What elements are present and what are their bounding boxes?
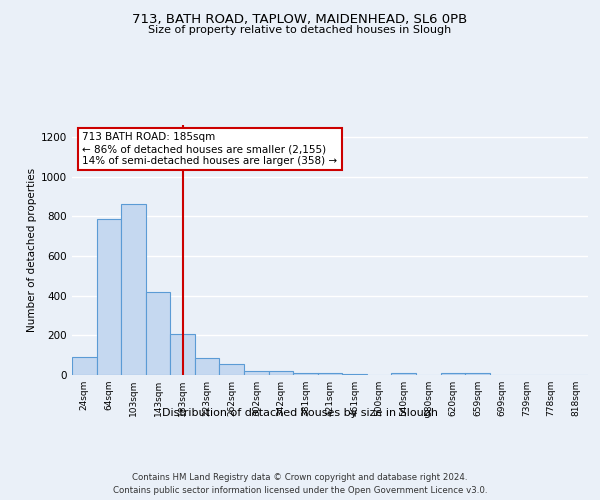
Bar (391, 372, 416, 375)
Y-axis label: Number of detached properties: Number of detached properties (27, 168, 37, 332)
Bar (220, 364, 244, 375)
Text: Contains public sector information licensed under the Open Government Licence v3: Contains public sector information licen… (113, 486, 487, 495)
Text: 713 BATH ROAD: 185sqm
← 86% of detached houses are smaller (2,155)
14% of semi-d: 713 BATH ROAD: 185sqm ← 86% of detached … (82, 132, 337, 166)
Bar (170, 334, 195, 375)
Bar (146, 292, 170, 375)
Bar (97, 219, 121, 375)
Bar (72, 357, 97, 375)
Bar (342, 374, 367, 375)
Bar (465, 372, 490, 375)
Bar (269, 371, 293, 375)
Text: Contains HM Land Registry data © Crown copyright and database right 2024.: Contains HM Land Registry data © Crown c… (132, 472, 468, 482)
Bar (318, 372, 342, 375)
Bar (293, 372, 318, 375)
Bar (244, 371, 269, 375)
Text: Size of property relative to detached houses in Slough: Size of property relative to detached ho… (148, 25, 452, 35)
Text: Distribution of detached houses by size in Slough: Distribution of detached houses by size … (162, 408, 438, 418)
Bar (195, 358, 220, 375)
Bar (440, 373, 465, 375)
Bar (121, 204, 146, 375)
Text: 713, BATH ROAD, TAPLOW, MAIDENHEAD, SL6 0PB: 713, BATH ROAD, TAPLOW, MAIDENHEAD, SL6 … (133, 12, 467, 26)
